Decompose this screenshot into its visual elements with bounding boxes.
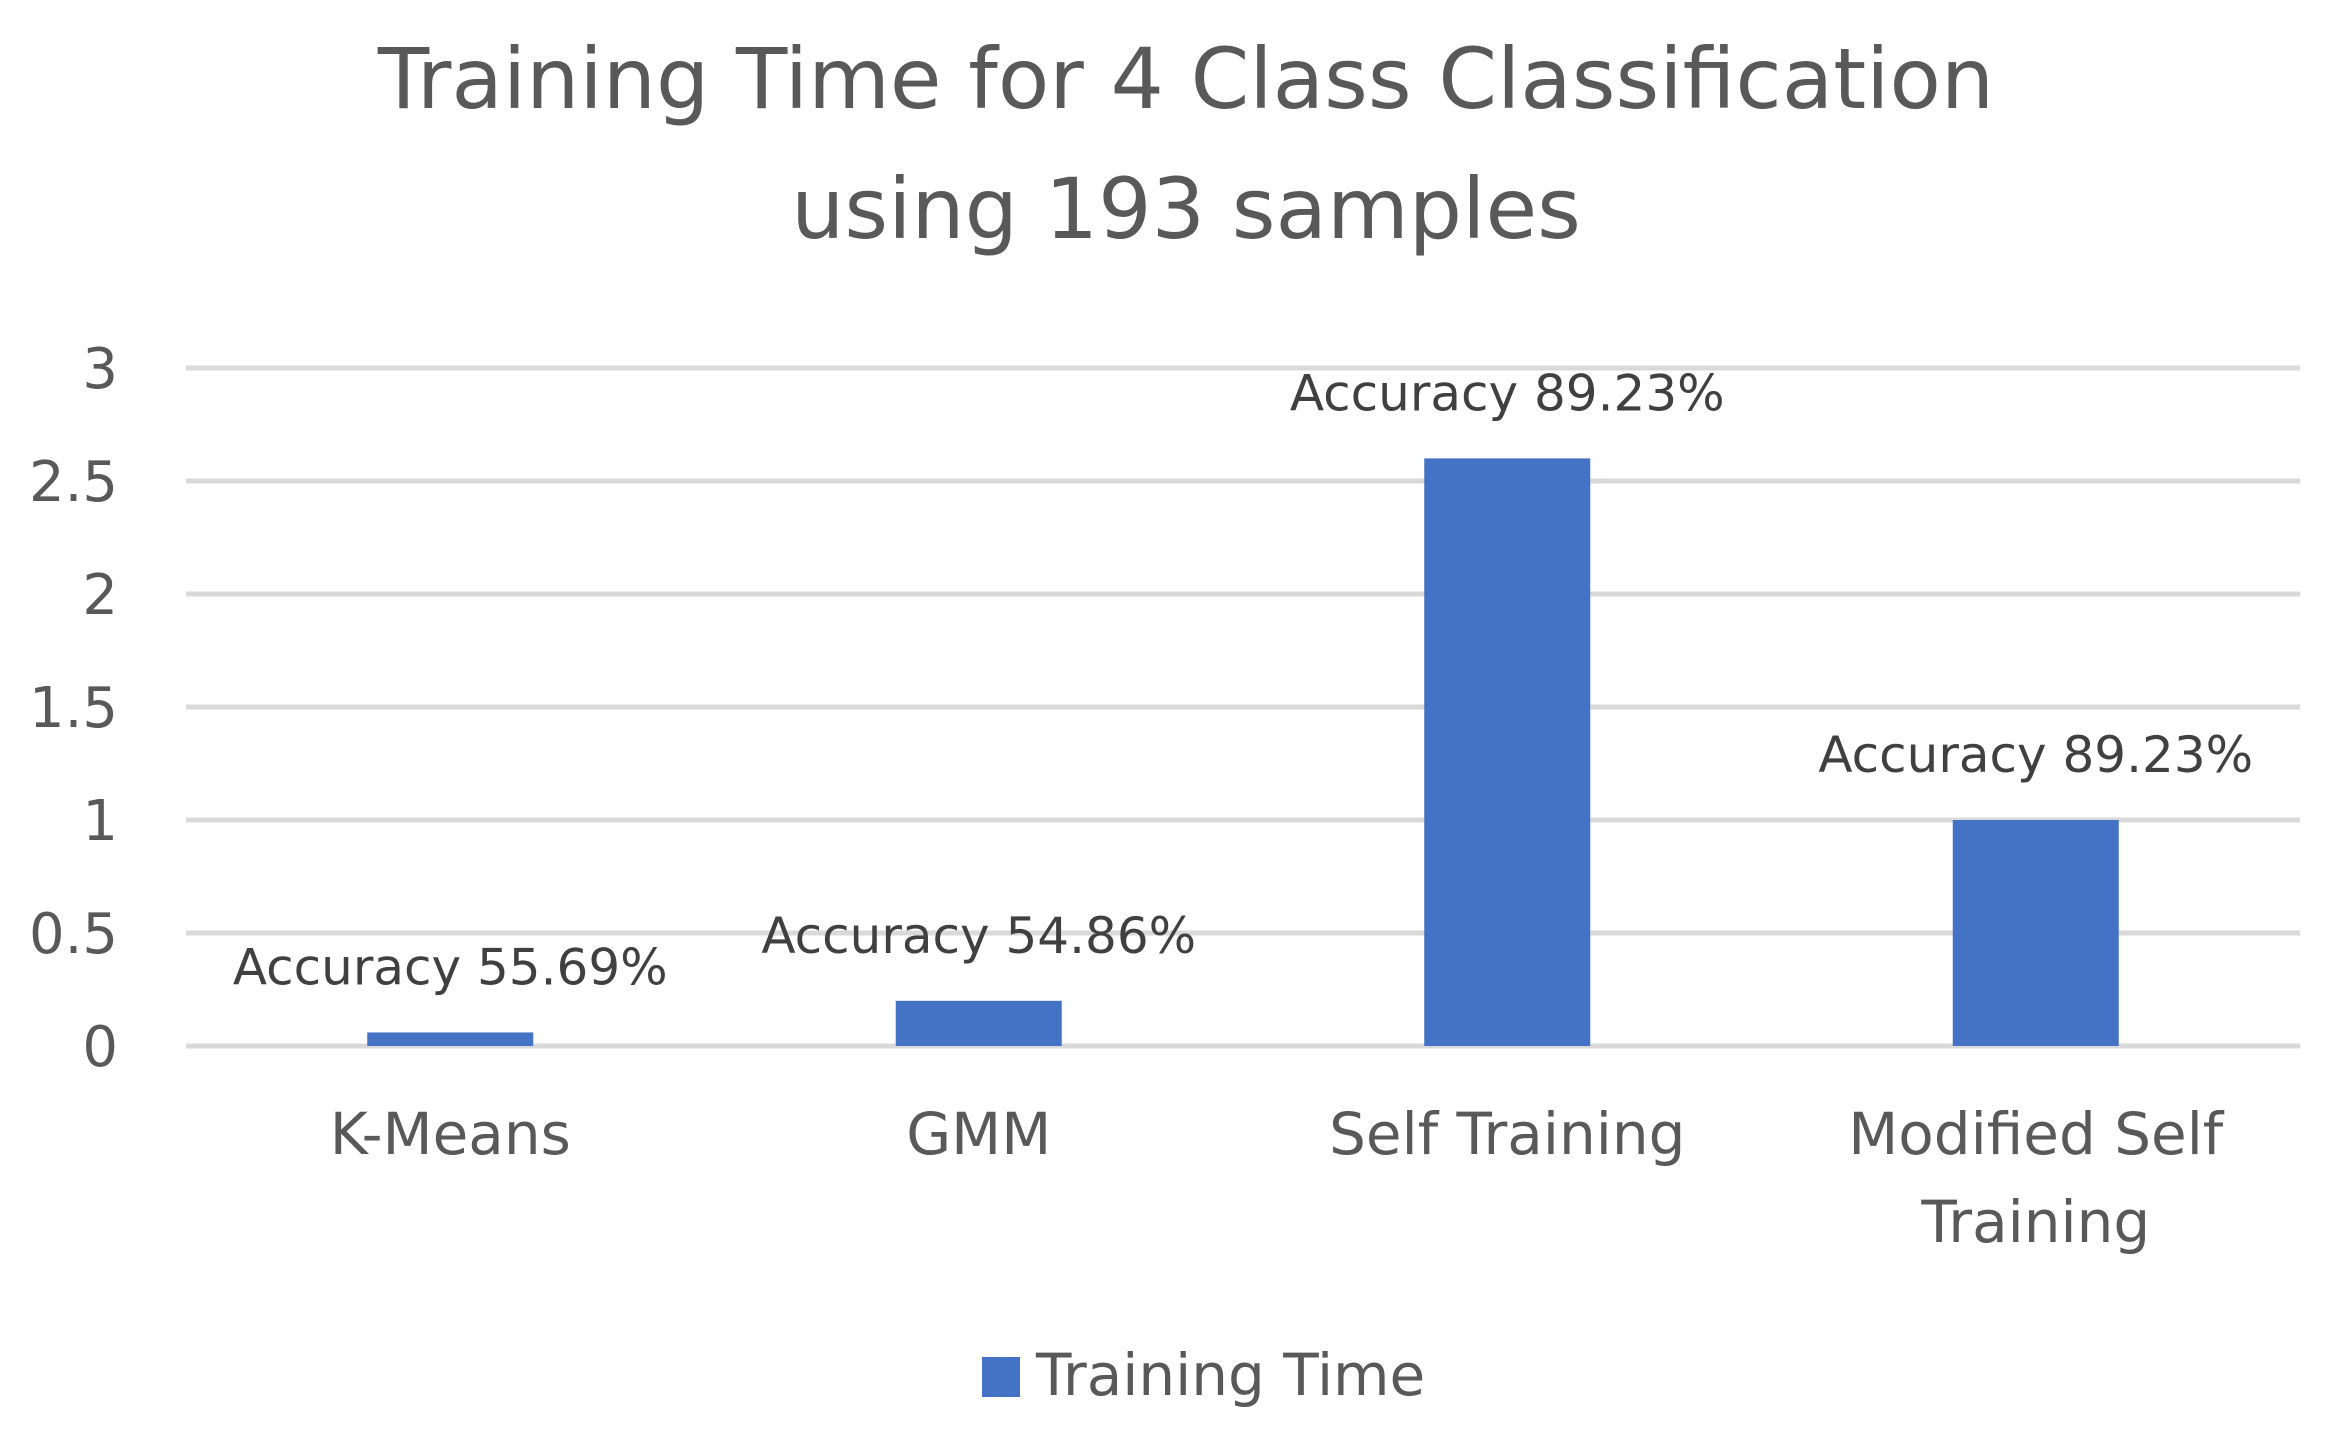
y-tick-label: 2.5 bbox=[29, 450, 118, 515]
legend-label: Training Time bbox=[1035, 1341, 1425, 1409]
x-tick-label: Self Training bbox=[1329, 1100, 1685, 1168]
chart-title-line: using 193 samples bbox=[791, 160, 1581, 258]
y-tick-label: 1.5 bbox=[29, 676, 118, 741]
x-tick-label: GMM bbox=[906, 1100, 1051, 1168]
legend-swatch bbox=[982, 1357, 1020, 1397]
data-label: Accuracy 89.23% bbox=[1290, 364, 1725, 422]
x-axis-ticks: K-Means GMM Self Training Modified Self Trai… bbox=[330, 1100, 2225, 1256]
chart-title-line: Training Time for 4 Class Classification bbox=[377, 30, 1994, 128]
bars bbox=[367, 458, 2119, 1046]
legend[interactable]: Training Time bbox=[982, 1341, 1425, 1409]
bar[interactable] bbox=[367, 1032, 534, 1046]
data-label: Accuracy 55.69% bbox=[233, 938, 668, 996]
bar[interactable] bbox=[895, 1000, 1062, 1046]
data-label: Accuracy 89.23% bbox=[1818, 726, 2253, 784]
gridlines bbox=[186, 365, 2300, 1049]
bar[interactable] bbox=[1952, 820, 2119, 1046]
y-tick-label: 0 bbox=[82, 1015, 118, 1080]
chart-title: Training Time for 4 Class Classification… bbox=[377, 30, 1994, 258]
x-tick-label: Training bbox=[1920, 1188, 2150, 1256]
y-tick-label: 3 bbox=[82, 337, 118, 402]
y-axis-ticks: 0 0.5 1 1.5 2 2.5 3 bbox=[29, 337, 118, 1080]
y-tick-label: 1 bbox=[82, 789, 118, 854]
x-tick-label: K-Means bbox=[330, 1100, 571, 1168]
data-label: Accuracy 54.86% bbox=[761, 907, 1196, 965]
bar[interactable] bbox=[1424, 458, 1591, 1046]
y-tick-label: 2 bbox=[82, 563, 118, 628]
data-labels: Accuracy 55.69% Accuracy 54.86% Accuracy 8… bbox=[233, 364, 2253, 996]
x-tick-label: Modified Self bbox=[1848, 1100, 2225, 1168]
y-tick-label: 0.5 bbox=[29, 902, 118, 967]
